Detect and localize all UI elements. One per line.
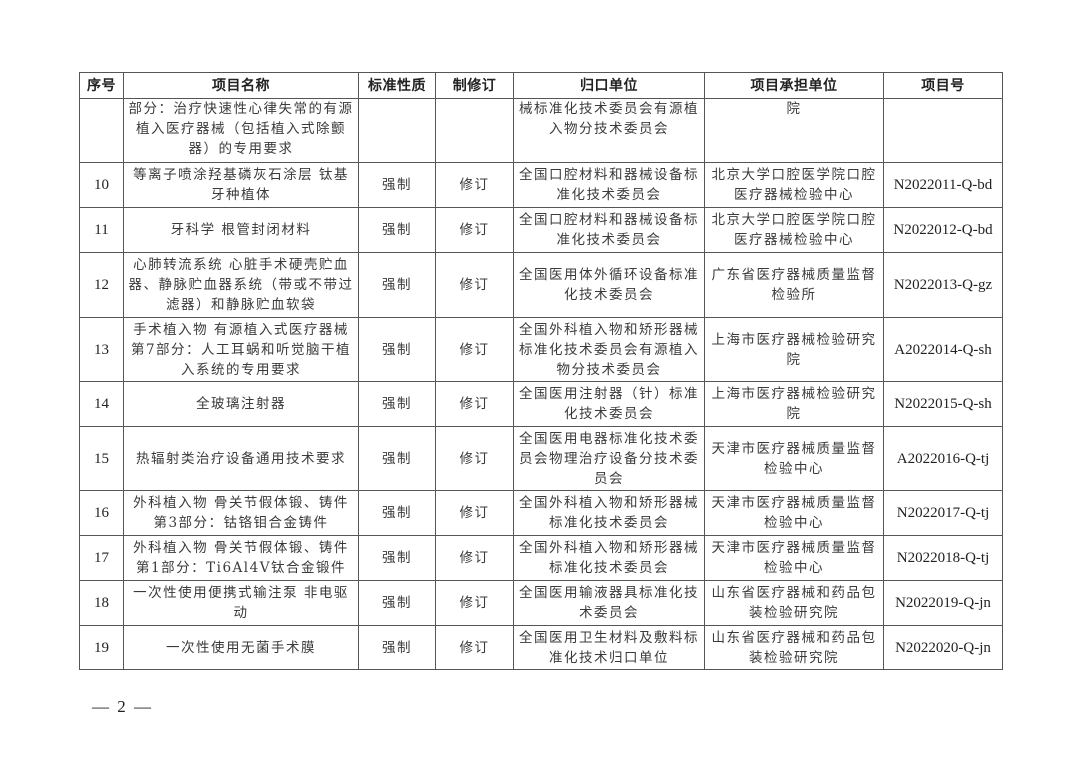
- cell-code: [883, 98, 1003, 163]
- cell-code: N2022017-Q-tj: [883, 490, 1003, 536]
- cell-tc: 全国口腔材料和器械设备标准化技术委员会: [513, 207, 705, 253]
- cell-nature: 强制: [358, 207, 436, 253]
- header-tc: 归口单位: [513, 72, 705, 99]
- cell-nature: 强制: [358, 317, 436, 382]
- header-type: 制修订: [435, 72, 514, 99]
- cell-code: N2022011-Q-bd: [883, 162, 1003, 208]
- cell-org: 广东省医疗器械质量监督检验所: [704, 252, 884, 318]
- cell-name: 一次性使用便携式输注泵 非电驱动: [123, 580, 359, 626]
- cell-org: 天津市医疗器械质量监督检验中心: [704, 490, 884, 536]
- cell-no: 14: [79, 381, 124, 427]
- cell-tc: 全国医用输液器具标准化技术委员会: [513, 580, 705, 626]
- cell-name: 部分：治疗快速性心律失常的有源植入医疗器械（包括植入式除颤器）的专用要求: [123, 98, 359, 163]
- cell-name: 外科植入物 骨关节假体锻、铸件 第3部分：钴铬钼合金铸件: [123, 490, 359, 536]
- header-name: 项目名称: [123, 72, 359, 99]
- cell-tc: 全国医用注射器（针）标准化技术委员会: [513, 381, 705, 427]
- cell-no: 16: [79, 490, 124, 536]
- cell-type: 修订: [435, 580, 514, 626]
- cell-org: 天津市医疗器械质量监督检验中心: [704, 426, 884, 491]
- cell-name: 全玻璃注射器: [123, 381, 359, 427]
- header-no: 序号: [79, 72, 124, 99]
- cell-name: 外科植入物 骨关节假体锻、铸件 第1部分：Ti6Al4V钛合金锻件: [123, 535, 359, 581]
- cell-nature: 强制: [358, 162, 436, 208]
- cell-nature: 强制: [358, 252, 436, 318]
- cell-nature: 强制: [358, 625, 436, 670]
- cell-code: N2022013-Q-gz: [883, 252, 1003, 318]
- cell-type: 修订: [435, 381, 514, 427]
- cell-no: 10: [79, 162, 124, 208]
- cell-code: A2022014-Q-sh: [883, 317, 1003, 382]
- cell-nature: 强制: [358, 580, 436, 626]
- cell-name: 一次性使用无菌手术膜: [123, 625, 359, 670]
- cell-no: 12: [79, 252, 124, 318]
- cell-no: 17: [79, 535, 124, 581]
- table-row: 13 手术植入物 有源植入式医疗器械 第7部分：人工耳蜗和听觉脑干植入系统的专用要…: [79, 317, 1003, 382]
- table-row: 17 外科植入物 骨关节假体锻、铸件 第1部分：Ti6Al4V钛合金锻件 强制 修订全…: [79, 535, 1003, 581]
- cell-type: 修订: [435, 625, 514, 670]
- cell-type: 修订: [435, 317, 514, 382]
- cell-name: 等离子喷涂羟基磷灰石涂层 钛基牙种植体: [123, 162, 359, 208]
- cell-tc: 全国医用卫生材料及敷料标准化技术归口单位: [513, 625, 705, 670]
- table-row: 10 等离子喷涂羟基磷灰石涂层 钛基牙种植体 强制 修订 全国口腔材料和器械设备标准化技…: [79, 162, 1003, 208]
- cell-org: 北京大学口腔医学院口腔医疗器械检验中心: [704, 207, 884, 253]
- cell-tc: 全国口腔材料和器械设备标准化技术委员会: [513, 162, 705, 208]
- cell-type: 修订: [435, 535, 514, 581]
- cell-name: 心肺转流系统 心脏手术硬壳贮血器、静脉贮血器系统（带或不带过滤器）和静脉贮血软袋: [123, 252, 359, 318]
- standards-project-table: 序号 项目名称 标准性质 制修订 归口单位 项目承担单位 项目号 部分：治疗快速…: [79, 72, 1003, 670]
- cell-type: 修订: [435, 162, 514, 208]
- cell-no: 13: [79, 317, 124, 382]
- cell-org: 上海市医疗器械检验研究院: [704, 317, 884, 382]
- cell-code: N2022018-Q-tj: [883, 535, 1003, 581]
- header-nature: 标准性质: [358, 72, 436, 99]
- cell-org: 山东省医疗器械和药品包装检验研究院: [704, 580, 884, 626]
- cell-nature: 强制: [358, 381, 436, 427]
- cell-tc: 全国医用体外循环设备标准化技术委员会: [513, 252, 705, 318]
- cell-nature: 强制: [358, 426, 436, 491]
- table-row: 15 热辐射类治疗设备通用技术要求 强制 修订 全国医用电器标准化技术委员会物理治疗设备…: [79, 426, 1003, 491]
- cell-type: 修订: [435, 426, 514, 491]
- cell-tc: 全国外科植入物和矫形器械标准化技术委员会有源植入物分技术委员会: [513, 317, 705, 382]
- cell-code: N2022012-Q-bd: [883, 207, 1003, 253]
- header-org: 项目承担单位: [704, 72, 884, 99]
- cell-type: 修订: [435, 490, 514, 536]
- table-row: 14 全玻璃注射器 强制 修订 全国医用注射器（针）标准化技术委员会 上海市医疗器械检验研…: [79, 381, 1003, 427]
- cell-org: 院: [704, 98, 884, 163]
- table-row: 部分：治疗快速性心律失常的有源植入医疗器械（包括植入式除颤器）的专用要求 械标准化…: [79, 98, 1003, 163]
- cell-nature: [358, 98, 436, 163]
- cell-no: 18: [79, 580, 124, 626]
- cell-name: 热辐射类治疗设备通用技术要求: [123, 426, 359, 491]
- cell-tc: 全国外科植入物和矫形器械标准化技术委员会: [513, 490, 705, 536]
- cell-no: 19: [79, 625, 124, 670]
- table-row: 19 一次性使用无菌手术膜 强制 修订 全国医用卫生材料及敷料标准化技术归口单位 山东省医…: [79, 625, 1003, 670]
- cell-org: 山东省医疗器械和药品包装检验研究院: [704, 625, 884, 670]
- cell-code: N2022015-Q-sh: [883, 381, 1003, 427]
- table-row: 16 外科植入物 骨关节假体锻、铸件 第3部分：钴铬钼合金铸件 强制 修订 全国外科植入…: [79, 490, 1003, 536]
- cell-type: 修订: [435, 207, 514, 253]
- cell-name: 手术植入物 有源植入式医疗器械 第7部分：人工耳蜗和听觉脑干植入系统的专用要求: [123, 317, 359, 382]
- cell-org: 天津市医疗器械质量监督检验中心: [704, 535, 884, 581]
- table-row: 12 心肺转流系统 心脏手术硬壳贮血器、静脉贮血器系统（带或不带过滤器）和静脉贮血…: [79, 252, 1003, 318]
- cell-no: 15: [79, 426, 124, 491]
- cell-no: 11: [79, 207, 124, 253]
- cell-code: A2022016-Q-tj: [883, 426, 1003, 491]
- cell-org: 北京大学口腔医学院口腔医疗器械检验中心: [704, 162, 884, 208]
- table-row: 18 一次性使用便携式输注泵 非电驱动 强制 修订 全国医用输液器具标准化技术委员会 山东…: [79, 580, 1003, 626]
- cell-tc: 械标准化技术委员会有源植入物分技术委员会: [513, 98, 705, 163]
- table-row: 11 牙科学 根管封闭材料 强制 修订 全国口腔材料和器械设备标准化技术委员会 北京大学口…: [79, 207, 1003, 253]
- cell-code: N2022020-Q-jn: [883, 625, 1003, 670]
- cell-tc: 全国医用电器标准化技术委员会物理治疗设备分技术委员会: [513, 426, 705, 491]
- header-code: 项目号: [883, 72, 1003, 99]
- cell-name: 牙科学 根管封闭材料: [123, 207, 359, 253]
- cell-nature: 强制: [358, 535, 436, 581]
- cell-org: 上海市医疗器械检验研究院: [704, 381, 884, 427]
- cell-tc: 全国外科植入物和矫形器械标准化技术委员会: [513, 535, 705, 581]
- cell-nature: 强制: [358, 490, 436, 536]
- cell-type: 修订: [435, 252, 514, 318]
- cell-no: [79, 98, 124, 163]
- page-number: — 2 —: [92, 697, 153, 716]
- table-header-row: 序号 项目名称 标准性质 制修订 归口单位 项目承担单位 项目号: [79, 72, 1003, 99]
- cell-code: N2022019-Q-jn: [883, 580, 1003, 626]
- cell-type: [435, 98, 514, 163]
